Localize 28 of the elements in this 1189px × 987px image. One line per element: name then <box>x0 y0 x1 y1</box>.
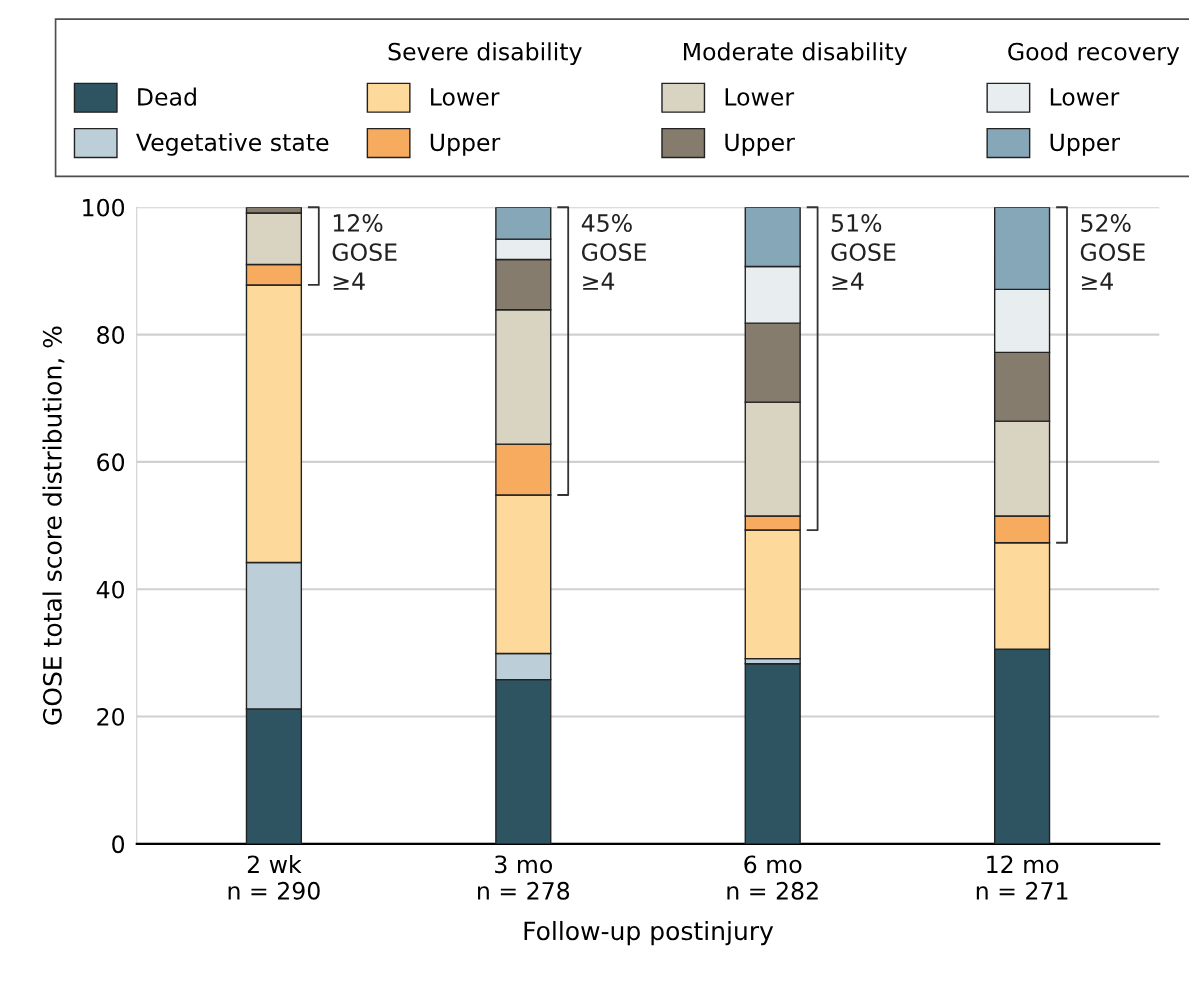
legend-label: Upper <box>1050 133 1121 156</box>
legend-label: Vegetative state <box>136 132 329 156</box>
legend-label: Upper <box>430 133 501 156</box>
y-tick-label: 0 <box>112 835 125 854</box>
legend-label: Upper <box>725 133 795 156</box>
x-tick-label: 2 wk n = 290 <box>228 855 320 900</box>
y-axis-title: GOSE total score distribution, % <box>42 326 65 725</box>
annotation: 45% GOSE ≥4 <box>581 214 646 290</box>
text: Moderate disability <box>684 42 907 66</box>
legend-label: Dead <box>138 87 196 106</box>
x-axis-title: Follow-up postinjury <box>524 920 774 946</box>
x-tick-label: 12 mo n = 271 <box>976 855 1068 900</box>
text: Good recovery <box>1008 42 1180 66</box>
text: Severe disability <box>388 42 582 66</box>
legend-label: Lower <box>431 88 500 106</box>
y-tick-label: 100 <box>83 198 125 217</box>
x-tick-label: 6 mo n = 282 <box>727 855 818 900</box>
bar <box>744 663 801 844</box>
annotation: 52% GOSE ≥4 <box>1080 214 1145 290</box>
legend-label: Lower <box>725 88 795 106</box>
legend-label: Lower <box>1050 88 1120 106</box>
y-tick-label: 80 <box>97 326 125 344</box>
y-tick-label: 40 <box>96 580 125 599</box>
x-tick-label: 3 mo n = 278 <box>478 855 570 900</box>
annotation: 51% GOSE ≥4 <box>831 214 896 290</box>
y-tick-label: 60 <box>97 453 125 472</box>
annotation: 12% GOSE ≥4 <box>332 214 397 290</box>
y-tick-label: 20 <box>97 708 125 726</box>
